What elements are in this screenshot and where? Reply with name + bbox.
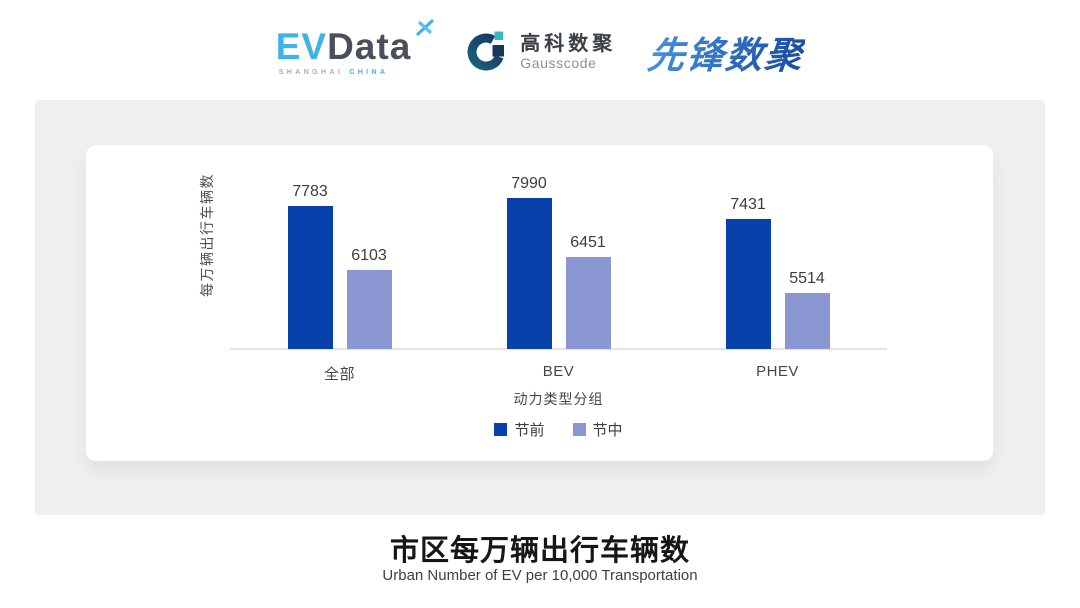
legend-label: 节前 — [514, 422, 545, 439]
gausscode-text: 高科数聚 Gausscode — [520, 32, 616, 71]
bar-series1-phev — [784, 293, 830, 349]
square-swatch-icon — [572, 423, 586, 436]
x-axis-label: 动力类型分组 — [513, 391, 604, 407]
bar-value-series0-cat0: 7783 — [292, 183, 328, 200]
evdata-shanghai-text: SHANGHAI — [278, 69, 344, 76]
category-label-1: BEV — [542, 363, 575, 380]
bar-series0-bev — [506, 198, 552, 349]
category-label-0: 全部 — [323, 366, 355, 383]
gausscode-logo: 高科数聚 Gausscode — [465, 29, 616, 75]
bar-value-series0-cat2: 7431 — [730, 196, 766, 213]
logo-header: EV Data SHANGHAI CHINA 高科数聚 Gauss — [0, 14, 1080, 90]
legend: 节前 节中 — [230, 419, 887, 440]
bar-series0-phev — [725, 219, 771, 349]
evdata-data-text: Data — [327, 26, 412, 67]
x-star-icon — [416, 19, 434, 36]
evdata-ev-text: EV — [275, 26, 328, 67]
bar-value-series1-cat1: 6451 — [570, 234, 606, 251]
bar-value-series0-cat1: 7990 — [511, 175, 547, 192]
chart-title: 市区每万辆出行车辆数 — [389, 535, 690, 567]
legend-label: 节中 — [592, 422, 623, 439]
evdata-china-text: CHINA — [349, 69, 389, 76]
evdata-logo: EV Data SHANGHAI CHINA — [275, 19, 434, 76]
chart-panel: 每万辆出行车辆数 7783 6103 全部 7990 6451 BEV 7431 5514 PH… — [35, 100, 1045, 515]
bar-value-series1-cat2: 5514 — [789, 270, 825, 287]
evdata-wordmark: EV Data — [275, 19, 434, 67]
x-axis-line — [230, 348, 887, 350]
y-axis-label: 每万辆出行车辆数 — [199, 173, 215, 297]
plot-area: 7783 6103 全部 7990 6451 BEV 7431 5514 PHEV — [230, 145, 887, 383]
bar-series1-all — [346, 270, 392, 349]
legend-item-1[interactable]: 节中 — [572, 419, 623, 440]
letter-g-icon — [467, 31, 505, 71]
bar-series1-bev — [565, 257, 611, 349]
category-label-2: PHEV — [756, 363, 799, 380]
evdata-subtitle: SHANGHAI CHINA — [276, 69, 434, 76]
bar-series0-all — [287, 206, 333, 349]
bar-value-series1-cat0: 6103 — [351, 247, 387, 264]
chart-subtitle-en: Urban Number of EV per 10,000 Transporta… — [382, 567, 698, 584]
chart-card: 每万辆出行车辆数 7783 6103 全部 7990 6451 BEV 7431 5514 PH… — [86, 145, 993, 461]
square-swatch-icon — [494, 423, 508, 436]
gausscode-en-text: Gausscode — [520, 55, 597, 72]
gausscode-cn-text: 高科数聚 — [520, 33, 617, 56]
legend-item-0[interactable]: 节前 — [494, 419, 545, 440]
pioneer-logo: 先锋数聚 — [645, 25, 807, 79]
